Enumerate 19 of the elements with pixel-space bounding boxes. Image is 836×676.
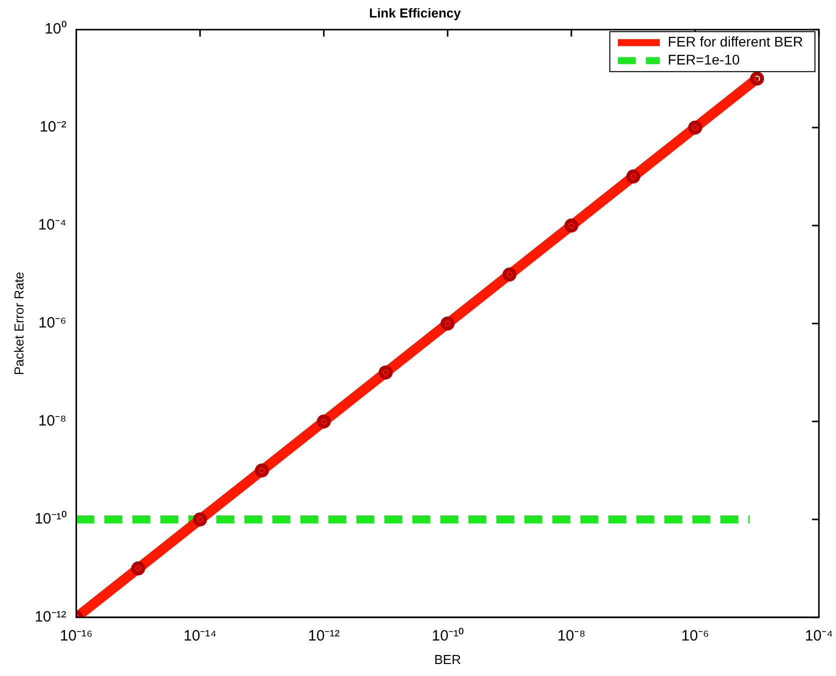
x-tick-label: 10⁻⁸: [557, 628, 586, 645]
x-tick-label: 10⁻⁶: [681, 628, 710, 645]
legend-label: FER for different BER: [668, 33, 803, 50]
y-tick-label: 10⁻⁸: [38, 412, 66, 430]
y-tick-label: 10⁰: [44, 20, 66, 38]
x-tick-label: 10⁻¹⁰: [432, 628, 464, 645]
x-axis-title: BER: [434, 652, 461, 667]
y-tick-label: 10⁻⁴: [38, 216, 66, 234]
chart-title: Link Efficiency: [369, 5, 462, 20]
y-tick-label: 10⁻²: [40, 118, 66, 136]
x-tick-label: 10⁻¹²: [308, 628, 340, 645]
y-axis-title: Packet Error Rate: [11, 272, 26, 376]
y-tick-label: 10⁻⁶: [38, 314, 66, 332]
y-tick-label: 10⁻¹²: [34, 608, 66, 626]
x-tick-label: 10⁻¹⁶: [60, 628, 93, 645]
x-tick-label: 10⁻¹⁴: [183, 628, 217, 645]
legend-label: FER=1e-10: [668, 51, 740, 68]
y-tick-label: 10⁻¹⁰: [34, 510, 66, 528]
x-tick-label: 10⁻⁴: [804, 628, 834, 645]
